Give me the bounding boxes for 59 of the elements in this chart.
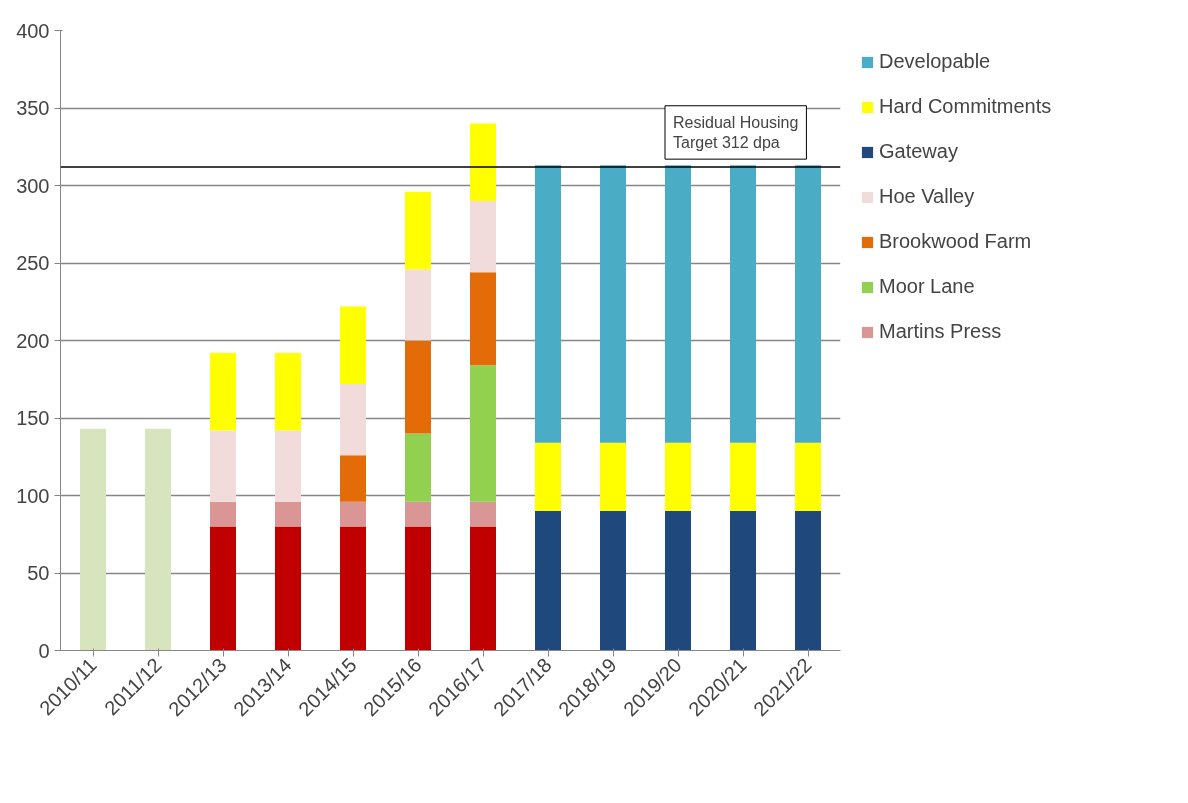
bar [600,511,626,651]
y-tick-label: 200 [16,329,50,352]
bar [470,272,496,366]
y-tick-label: 300 [16,174,50,197]
bar [470,123,496,201]
bar [210,526,236,651]
bar [275,430,301,502]
bar [275,352,301,431]
bar [600,442,626,511]
bar [470,501,496,527]
y-tick-label: 400 [16,19,50,42]
bar [340,501,366,527]
legend-label: Developable [879,50,991,73]
bar [405,501,431,527]
bar [340,306,366,384]
bar [340,526,366,651]
y-tick-label: 250 [16,252,50,274]
bar [665,442,691,511]
bar [665,165,691,443]
bar [405,191,431,270]
bar [340,455,366,502]
y-tick-label: 50 [27,562,50,584]
bar [730,442,756,511]
legend-label: Moor Lane [879,275,975,298]
bar [470,365,496,502]
bar [340,383,366,456]
bar [405,526,431,651]
bar [275,526,301,651]
bar [795,511,821,651]
bar [535,511,561,651]
y-tick-label: 0 [38,639,50,662]
bar [795,442,821,511]
bar [145,428,171,651]
bar [470,201,496,273]
legend-label: Gateway [879,140,958,163]
bar [405,340,431,434]
bar [665,511,691,651]
bar [80,428,106,651]
legend-label: Martins Press [879,320,1002,343]
bar [210,352,236,431]
bar [730,165,756,443]
bar [535,442,561,511]
bar [405,433,431,502]
y-tick-label: 350 [16,97,50,119]
bar [275,501,301,527]
y-tick-label: 100 [16,484,50,507]
legend-label: Hard Commitments [879,95,1052,118]
bar [795,165,821,443]
bar [730,511,756,651]
legend-label: Hoe Valley [879,185,975,208]
bar [535,165,561,443]
bar [210,501,236,527]
y-tick-label: 150 [16,407,50,429]
bar [600,165,626,443]
bar [470,526,496,651]
legend-label: Brookwood Farm [879,230,1032,253]
bar [210,430,236,502]
bar [405,269,431,341]
ref-line-label: Residual Housing Target 312 dpa [673,113,799,152]
